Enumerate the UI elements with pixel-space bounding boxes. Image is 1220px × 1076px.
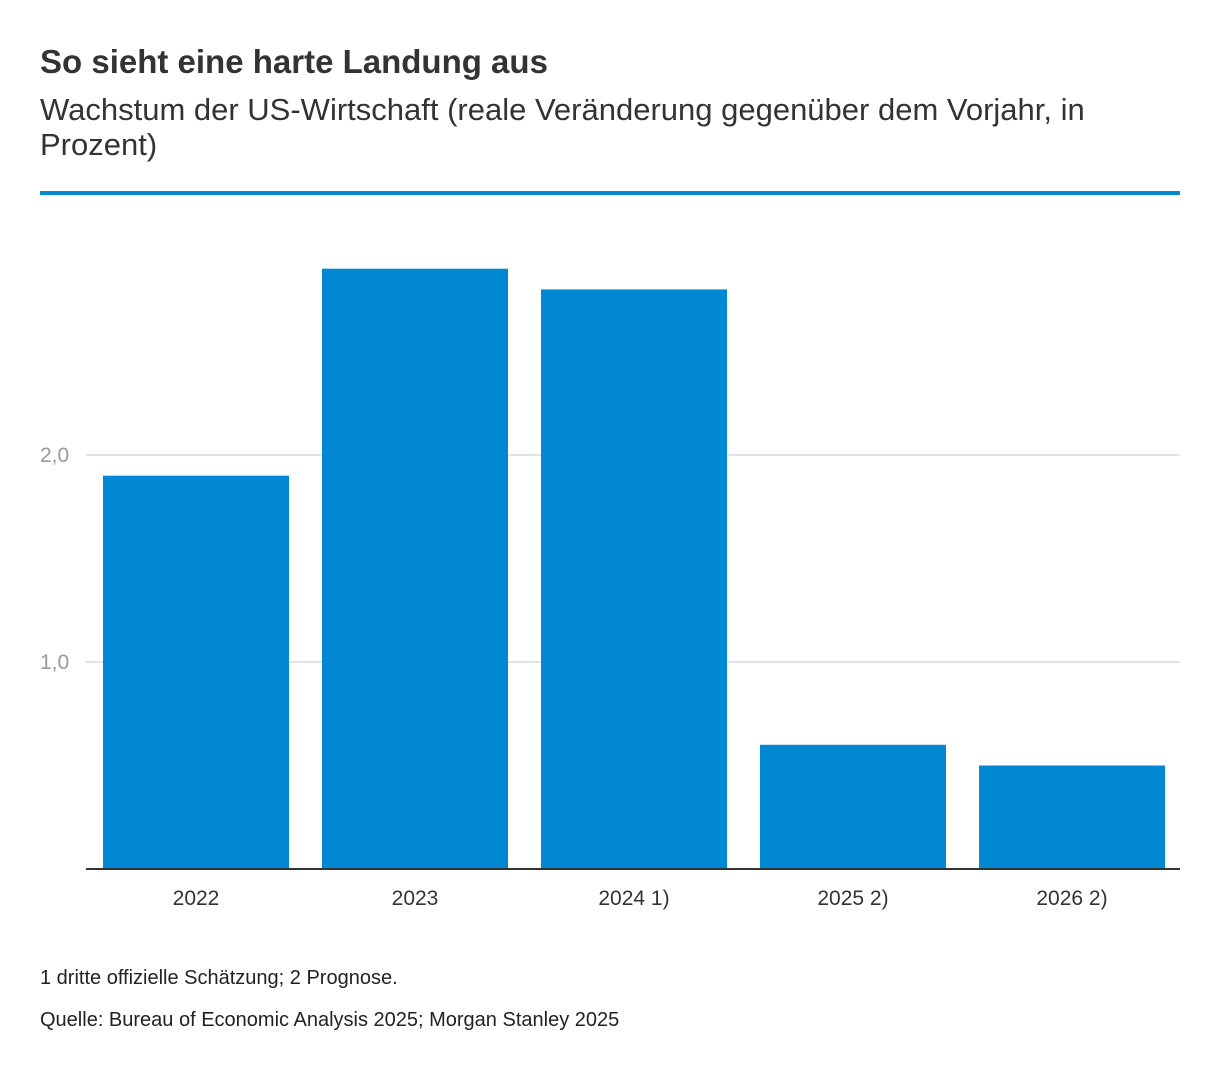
bar [979,765,1165,869]
source-note: Quelle: Bureau of Economic Analysis 2025… [40,1009,620,1031]
y-tick-label: 2,0 [40,444,69,467]
y-axis-ticks: 1,0 2,0 [40,444,69,674]
footnote: 1 dritte offizielle Schätzung; 2 Prognos… [40,967,398,989]
chart-title: So sieht eine harte Landung aus [40,43,548,80]
bar [322,268,508,869]
x-tick-label: 2022 [173,887,220,910]
x-tick-label: 2023 [392,887,439,910]
y-tick-label: 1,0 [40,651,69,674]
title-divider [40,191,1180,195]
x-tick-label: 2026 2) [1036,887,1107,910]
x-tick-label: 2024 1) [598,887,669,910]
chart-subtitle: Wachstum der US-Wirtschaft (reale Veränd… [40,92,1085,162]
bar [103,475,289,869]
bars [103,268,1165,869]
x-tick-label: 2025 2) [817,887,888,910]
x-axis-ticks: 2022 2023 2024 1) 2025 2) 2026 2) [173,887,1108,910]
bar [541,289,727,869]
bar [760,744,946,869]
